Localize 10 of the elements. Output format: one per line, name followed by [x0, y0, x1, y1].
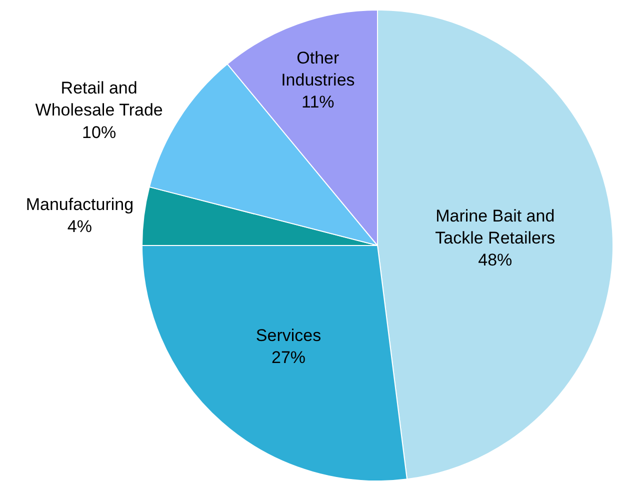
data-label: 27% — [271, 348, 306, 367]
data-label: 48% — [478, 250, 512, 270]
slice-label: Services — [256, 326, 322, 345]
data-label: 10% — [82, 122, 116, 142]
data-label: 4% — [67, 217, 92, 236]
slice-label: Manufacturing — [26, 195, 134, 214]
data-label: 11% — [302, 92, 334, 112]
slice-label: Marine Bait and Tackle Retailers — [435, 206, 556, 248]
slice-label: Retail and Wholesale Trade — [35, 78, 163, 120]
slice-label: Other Industries — [281, 48, 355, 90]
